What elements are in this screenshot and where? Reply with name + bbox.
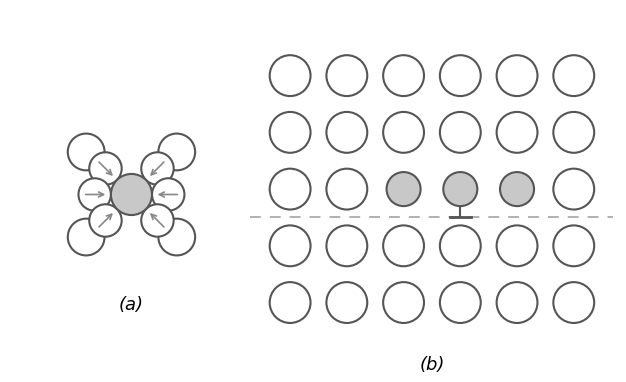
Circle shape	[440, 55, 481, 96]
Circle shape	[326, 282, 367, 323]
Circle shape	[500, 172, 534, 206]
Circle shape	[440, 225, 481, 266]
Circle shape	[270, 282, 310, 323]
Circle shape	[440, 112, 481, 153]
Circle shape	[386, 172, 421, 206]
Circle shape	[553, 282, 594, 323]
Circle shape	[270, 169, 310, 209]
Circle shape	[152, 178, 185, 211]
Circle shape	[158, 134, 195, 170]
Circle shape	[141, 204, 173, 237]
Circle shape	[270, 225, 310, 266]
Circle shape	[141, 152, 173, 185]
Text: (b): (b)	[419, 356, 444, 374]
Circle shape	[383, 225, 424, 266]
Circle shape	[440, 282, 481, 323]
Circle shape	[496, 282, 538, 323]
Circle shape	[111, 174, 152, 215]
Circle shape	[553, 169, 594, 209]
Circle shape	[158, 219, 195, 256]
Circle shape	[553, 55, 594, 96]
Text: (a): (a)	[119, 296, 144, 314]
Circle shape	[496, 225, 538, 266]
Circle shape	[553, 225, 594, 266]
Circle shape	[270, 55, 310, 96]
Circle shape	[78, 178, 111, 211]
Circle shape	[326, 55, 367, 96]
Circle shape	[496, 112, 538, 153]
Circle shape	[553, 112, 594, 153]
Circle shape	[90, 204, 121, 237]
Circle shape	[68, 219, 105, 256]
Circle shape	[270, 112, 310, 153]
Circle shape	[383, 282, 424, 323]
Circle shape	[68, 134, 105, 170]
Circle shape	[326, 169, 367, 209]
Circle shape	[326, 225, 367, 266]
Circle shape	[90, 152, 121, 185]
Circle shape	[326, 112, 367, 153]
Circle shape	[496, 55, 538, 96]
Circle shape	[383, 55, 424, 96]
Circle shape	[383, 112, 424, 153]
Circle shape	[443, 172, 478, 206]
